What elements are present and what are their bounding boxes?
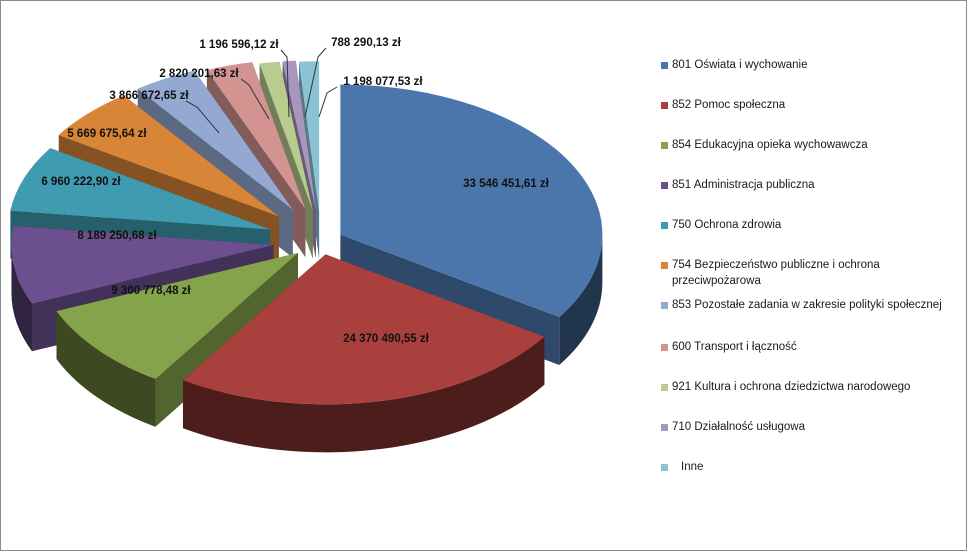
slice-side-2-0: [56, 311, 156, 427]
data-label-3: 8 189 250,68 zł: [77, 230, 157, 242]
data-label-4: 6 960 222,90 zł: [41, 176, 121, 188]
data-label-9: 788 290,13 zł: [331, 37, 402, 49]
legend-swatch-5: [661, 262, 668, 269]
pie-sides: [10, 60, 603, 453]
data-labels: 33 546 451,61 zł 24 370 490,55 zł 9 300 77…: [41, 37, 549, 345]
legend-swatch-0: [661, 62, 668, 69]
leader-line-8: [280, 49, 290, 118]
pie-chart: 33 546 451,61 zł 24 370 490,55 zł 9 300 77…: [10, 37, 603, 453]
leader-line-7: [240, 78, 270, 120]
slice-5: [58, 95, 279, 217]
legend-label-1: 852 Pomoc społeczna: [672, 99, 786, 111]
label-leaders: [185, 47, 338, 134]
legend-label-10: Inne: [681, 461, 704, 473]
legend-swatch-8: [661, 384, 668, 391]
slice-1: [182, 254, 545, 405]
legend-swatch-7: [661, 344, 668, 351]
legend-swatch-3: [661, 182, 668, 189]
slice-3: [11, 226, 274, 304]
slice-side-0-0: [559, 234, 603, 365]
leader-line-10: [318, 86, 338, 118]
legend-swatch-2: [661, 142, 668, 149]
legend-label-0: 801 Oświata i wychowanie: [672, 59, 808, 71]
data-label-0: 33 546 451,61 zł: [463, 178, 549, 190]
slice-9: [282, 60, 316, 211]
slice-2: [56, 252, 298, 379]
legend-swatch-10: [661, 464, 668, 471]
slice-7: [206, 62, 306, 209]
legend-label-8: 921 Kultura i ochrona dziedzictwa narodo…: [672, 381, 911, 393]
legend-label-3: 851 Administracja publiczna: [672, 179, 815, 191]
legend-label-9: 710 Działalność usługowa: [672, 421, 805, 433]
leader-line-6: [185, 100, 220, 134]
legend-swatch-6: [661, 302, 668, 309]
slice-0: [340, 84, 603, 317]
legend-swatch-1: [661, 102, 668, 109]
data-label-10: 1 198 077,53 zł: [343, 76, 423, 88]
legend-label-6: 853 Pozostałe zadania w zakresie polityk…: [672, 299, 942, 311]
data-label-8: 1 196 596,12 zł: [199, 39, 279, 51]
slice-side-3-0: [11, 245, 32, 352]
slice-side-1-0: [182, 336, 545, 453]
data-label-7: 2 820 201,63 zł: [159, 68, 239, 80]
legend-swatch-4: [661, 222, 668, 229]
leader-line-9: [304, 47, 327, 118]
slice-10: [299, 61, 320, 212]
slice-4: [10, 148, 271, 230]
data-label-6: 3 866 672,65 zł: [109, 90, 189, 102]
data-label-1: 24 370 490,55 zł: [343, 333, 429, 345]
data-label-2: 9 300 778,48 zł: [111, 285, 191, 297]
legend-swatch-9: [661, 424, 668, 431]
legend-label-7: 600 Transport i łączność: [672, 341, 797, 353]
legend-label-2: 854 Edukacyjna opieka wychowawcza: [672, 139, 868, 151]
slice-6: [137, 70, 293, 210]
slice-8: [259, 61, 313, 211]
legend-label-5: 754 Bezpieczeństwo publiczne i ochrona p…: [672, 259, 880, 287]
data-label-5: 5 669 675,64 zł: [67, 128, 147, 140]
legend-label-4: 750 Ochrona zdrowia: [672, 219, 782, 231]
